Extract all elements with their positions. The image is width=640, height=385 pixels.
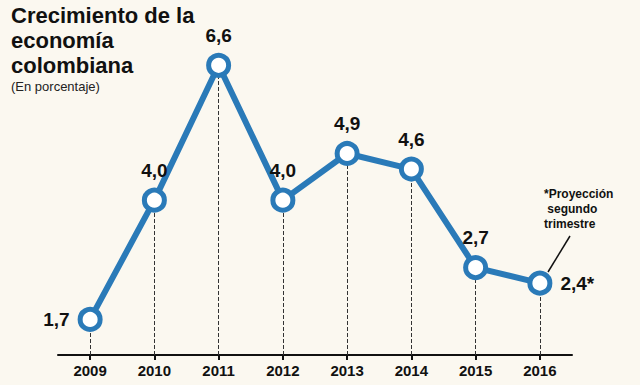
svg-text:(En porcentaje): (En porcentaje): [11, 79, 100, 94]
svg-text:2012: 2012: [266, 362, 299, 379]
svg-text:segundo: segundo: [544, 202, 601, 216]
svg-text:4,0: 4,0: [141, 160, 167, 181]
svg-text:Crecimiento de la: Crecimiento de la: [11, 3, 201, 28]
svg-text:4,6: 4,6: [398, 129, 424, 150]
svg-text:2009: 2009: [73, 362, 106, 379]
svg-text:6,6: 6,6: [205, 25, 231, 46]
svg-text:2011: 2011: [202, 362, 235, 379]
svg-text:economía: economía: [11, 28, 120, 53]
svg-text:2014: 2014: [395, 362, 429, 379]
svg-text:2,4*: 2,4*: [560, 273, 594, 294]
svg-text:4,0: 4,0: [270, 160, 296, 181]
svg-text:2013: 2013: [330, 362, 363, 379]
svg-text:*Proyección: *Proyección: [544, 187, 613, 201]
svg-text:trimestre: trimestre: [544, 217, 596, 231]
svg-text:colombiana: colombiana: [11, 53, 134, 78]
svg-text:2016: 2016: [523, 362, 556, 379]
svg-text:2010: 2010: [138, 362, 171, 379]
svg-text:2,7: 2,7: [462, 227, 488, 248]
svg-text:1,7: 1,7: [43, 309, 69, 330]
svg-text:4,9: 4,9: [334, 113, 360, 134]
svg-text:2015: 2015: [459, 362, 492, 379]
